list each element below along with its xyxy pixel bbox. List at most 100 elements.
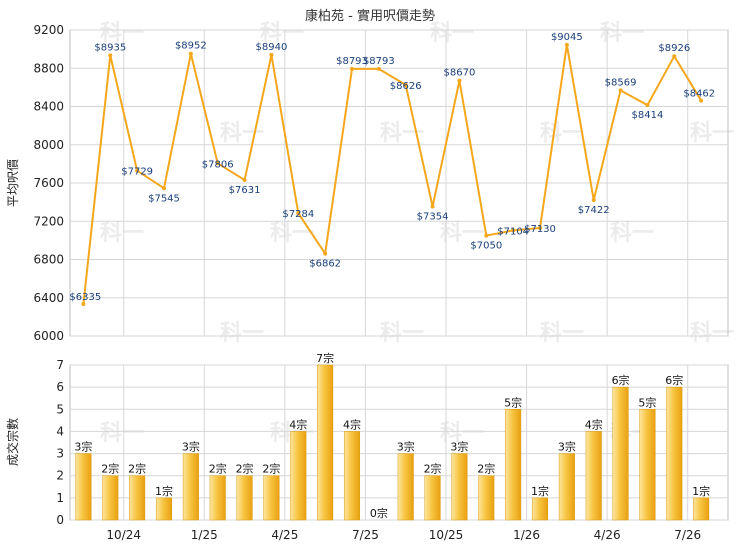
volume-bar-label: 4宗 (289, 417, 307, 431)
price-y-tick-label: 6400 (33, 291, 64, 305)
volume-bar (478, 475, 495, 521)
watermark-text: 科一 (540, 321, 584, 346)
volume-bar-label: 2宗 (236, 462, 254, 476)
price-point (672, 54, 677, 59)
watermark-layer: 科一科一科一科一科一科一科一科一科一科一科一科一科一科一科一科一科一科一科一科一 (100, 21, 734, 446)
price-data-label: $9045 (551, 32, 583, 43)
volume-bar-label: 5宗 (504, 395, 522, 409)
price-data-label: $8926 (658, 43, 690, 54)
price-data-label: $8626 (390, 81, 422, 92)
price-data-label: $8952 (175, 41, 207, 52)
price-data-label: $8569 (605, 77, 637, 88)
x-tick-label: 1/25 (191, 528, 218, 542)
volume-bar (424, 475, 441, 521)
chart-title: 康柏苑 - 實用呎價走勢 (305, 8, 435, 24)
volume-bar-label: 2宗 (128, 462, 146, 476)
price-point (645, 103, 650, 108)
volume-bar-label: 6宗 (612, 373, 630, 387)
price-point (484, 233, 489, 238)
price-data-label: $8935 (94, 42, 126, 53)
price-series-line (82, 44, 702, 305)
volume-bar (585, 431, 602, 521)
price-data-label: $7631 (229, 185, 261, 196)
volume-y-tick-label: 4 (56, 424, 64, 438)
x-tick-label: 4/25 (271, 528, 298, 542)
watermark-text: 科一 (260, 21, 304, 46)
price-point (323, 251, 328, 256)
volume-bar (531, 497, 549, 521)
volume-bar-label: 4宗 (585, 417, 603, 431)
volume-y-tick-label: 0 (56, 513, 64, 527)
volume-y-tick-label: 3 (56, 447, 64, 461)
volume-y-tick-label: 1 (56, 491, 64, 505)
volume-bar (182, 453, 199, 521)
price-point (618, 88, 623, 93)
volume-bar (75, 453, 92, 521)
volume-bar (343, 431, 361, 521)
price-point (591, 198, 596, 203)
price-data-label: $8414 (632, 110, 664, 121)
volume-bar (639, 409, 656, 521)
watermark-text: 科一 (100, 21, 144, 46)
volume-bar (129, 475, 146, 521)
price-y-axis-label: 平均呎價 (6, 159, 20, 207)
volume-bar-label: 0宗 (370, 506, 388, 520)
watermark-text: 科一 (540, 121, 584, 146)
price-point (269, 52, 274, 57)
price-y-tick-label: 7600 (33, 176, 64, 190)
price-data-label: $6862 (309, 259, 341, 270)
price-data-label: $6335 (69, 292, 101, 303)
volume-bar-label: 5宗 (638, 395, 656, 409)
price-data-label: $7729 (121, 167, 153, 178)
volume-bar-label: 2宗 (424, 462, 442, 476)
x-tick-label: 1/26 (513, 528, 540, 542)
watermark-text: 科一 (100, 421, 144, 446)
price-y-tick-label: 7200 (33, 214, 64, 228)
volume-bar-label: 3宗 (450, 440, 468, 454)
x-tick-label: 7/26 (674, 528, 701, 542)
volume-bar-label: 2宗 (209, 462, 227, 476)
x-tick-label: 10/24 (106, 528, 141, 542)
volume-bar-label: 2宗 (262, 462, 280, 476)
volume-y-tick-label: 5 (56, 402, 64, 416)
volume-panel: 0 1 2 3 4 5 6 7 10/24 1/25 4/25 7/25 10/25 1/26 4/26 7/… (5, 351, 729, 542)
volume-bar (155, 497, 173, 521)
volume-bar-label: 2宗 (477, 462, 495, 476)
price-y-tick-label: 9200 (33, 23, 64, 37)
price-data-label: $7806 (202, 159, 234, 170)
volume-bar-label: 3宗 (182, 440, 200, 454)
price-data-label: $8462 (683, 89, 715, 100)
volume-bar (505, 409, 522, 521)
volume-bar-label: 3宗 (558, 440, 576, 454)
price-data-label: $8793 (336, 56, 368, 67)
volume-bar-label: 1宗 (692, 484, 710, 498)
volume-bar (102, 475, 119, 521)
price-y-tick-label: 6000 (33, 329, 64, 343)
watermark-text: 科一 (610, 221, 654, 246)
price-data-label: $7422 (578, 205, 610, 216)
x-tick-label: 4/26 (594, 528, 621, 542)
volume-bar-label: 6宗 (665, 373, 683, 387)
watermark-text: 科一 (100, 221, 144, 246)
volume-bar (236, 475, 253, 521)
price-point (538, 225, 542, 230)
price-y-tick-label: 8400 (33, 100, 64, 114)
price-data-label: $7050 (470, 241, 502, 252)
volume-bar (263, 475, 280, 521)
volume-bar (317, 364, 334, 521)
x-tick-label: 10/25 (429, 528, 464, 542)
price-point (511, 228, 516, 233)
price-point (403, 82, 408, 87)
price-data-label: $7130 (524, 224, 556, 235)
price-point (699, 98, 704, 103)
price-point (296, 211, 301, 216)
volume-y-tick-label: 6 (56, 380, 64, 394)
watermark-text: 科一 (690, 121, 734, 146)
volume-bar (666, 386, 683, 521)
price-point (242, 178, 247, 183)
volume-bar-label: 3宗 (74, 440, 92, 454)
volume-y-axis-label: 成交宗數 (5, 418, 20, 466)
price-y-tick-label: 8800 (33, 61, 64, 75)
price-point (457, 78, 462, 83)
